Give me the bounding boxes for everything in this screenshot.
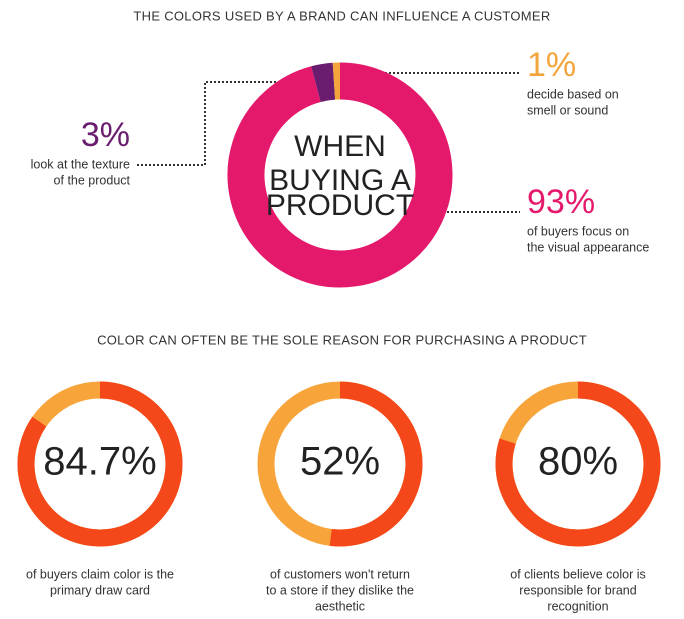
ring-value xyxy=(495,381,661,547)
value-label: 1% xyxy=(527,46,576,84)
value-label: 3% xyxy=(81,116,130,154)
ring-segment xyxy=(311,62,336,103)
chart-title: THE COLORS USED BY A BRAND CAN INFLUENCE… xyxy=(133,8,550,23)
center-text: WHEN xyxy=(294,130,386,163)
chart-title: COLOR CAN OFTEN BE THE SOLE REASON FOR P… xyxy=(97,332,587,347)
description: responsible for brand xyxy=(519,583,636,597)
description: smell or sound xyxy=(527,103,608,117)
value-label: 93% xyxy=(527,183,595,221)
value-label: 52% xyxy=(300,440,380,484)
ring-value xyxy=(17,381,183,547)
description: primary draw card xyxy=(50,583,150,597)
ring-value xyxy=(329,381,423,547)
description: of customers won't return xyxy=(270,567,410,581)
description: of clients believe color is xyxy=(510,567,645,581)
description: the visual appearance xyxy=(527,240,649,254)
description: of buyers focus on xyxy=(527,224,629,238)
leader-line xyxy=(137,81,305,166)
description: of buyers claim color is the xyxy=(26,567,174,581)
value-label: 84.7% xyxy=(43,440,156,484)
description: decide based on xyxy=(527,87,619,101)
description: to a store if they dislike the xyxy=(266,583,414,597)
center-text: BUYING A xyxy=(269,164,411,197)
ring-segment xyxy=(227,62,453,288)
center-text: PRODUCT xyxy=(266,189,414,222)
description: look at the texture xyxy=(31,157,130,171)
description: recognition xyxy=(547,599,608,613)
description: of the product xyxy=(54,173,131,187)
description: aesthetic xyxy=(315,599,365,613)
value-label: 80% xyxy=(538,440,618,484)
